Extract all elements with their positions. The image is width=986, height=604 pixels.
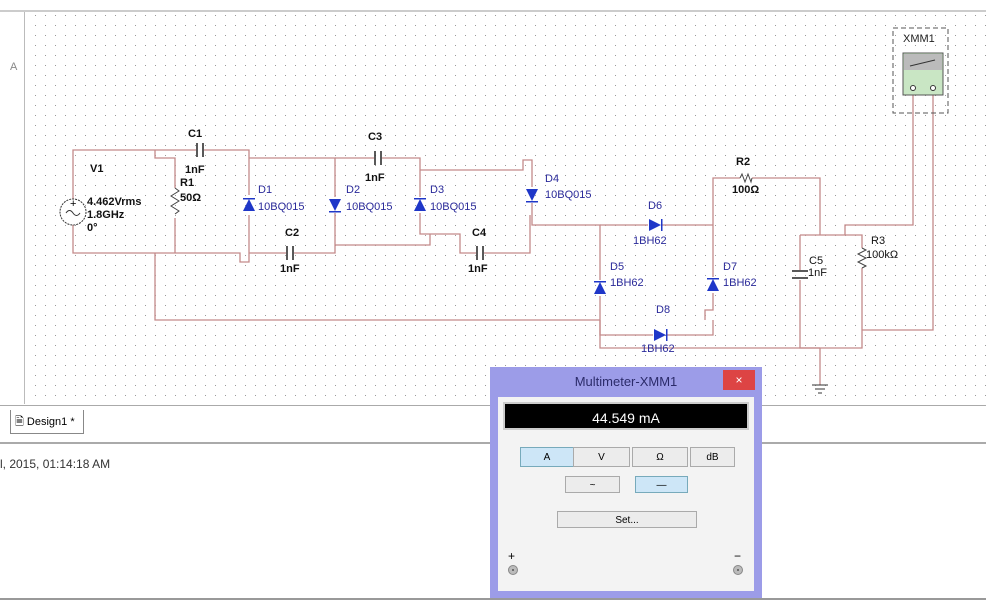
top-ruler	[0, 10, 986, 12]
plus-label: +	[508, 549, 516, 563]
r3-name: R3	[871, 235, 885, 247]
c2-value: 1nF	[280, 263, 300, 275]
d3-model: 10BQ015	[430, 201, 476, 213]
v1-frequency: 1.8GHz	[87, 209, 125, 221]
d2-name: D2	[346, 184, 360, 196]
grid	[26, 12, 986, 405]
c1-value: 1nF	[185, 164, 205, 176]
r1-name: R1	[180, 177, 194, 189]
positive-terminal[interactable]	[508, 565, 518, 575]
xmm1-label: XMM1	[903, 33, 935, 45]
diodes	[243, 189, 719, 341]
r1-value: 50Ω	[180, 192, 201, 204]
d8-name: D8	[656, 304, 670, 316]
d1-model: 10BQ015	[258, 201, 304, 213]
r2-name: R2	[736, 156, 750, 168]
c3-value: 1nF	[365, 172, 385, 184]
c4-value: 1nF	[468, 263, 488, 275]
d7-name: D7	[723, 261, 737, 273]
schematic-canvas[interactable]: A + V1 4.462Vrms 1.8GHz 0° C1 1nF R1 50Ω…	[0, 0, 986, 405]
multimeter-dialog: Multimeter-XMM1 × 44.549 mA A V Ω dB ~ —…	[490, 367, 762, 598]
left-ruler	[24, 12, 25, 404]
c5-name: C5	[809, 255, 823, 267]
c4-name: C4	[472, 227, 487, 239]
d4-name: D4	[545, 173, 559, 185]
dc-button[interactable]: —	[635, 476, 688, 493]
d4-model: 10BQ015	[545, 189, 591, 201]
d1-name: D1	[258, 184, 272, 196]
d8-model: 1BH62	[641, 343, 675, 355]
r2-value: 100Ω	[732, 184, 759, 196]
mode-ammeter-button[interactable]: A	[520, 447, 574, 467]
ruler-label: A	[10, 61, 18, 73]
d7-model: 1BH62	[723, 277, 757, 289]
close-button[interactable]: ×	[723, 370, 755, 390]
status-timestamp: l, 2015, 01:14:18 AM	[0, 457, 111, 471]
r3-value: 100kΩ	[866, 249, 898, 261]
d3-name: D3	[430, 184, 444, 196]
d6-model: 1BH62	[633, 235, 667, 247]
mode-db-button[interactable]: dB	[690, 447, 735, 467]
ac-button[interactable]: ~	[565, 476, 620, 493]
meter-display: 44.549 mA	[503, 402, 749, 430]
schematic[interactable]: A + V1 4.462Vrms 1.8GHz 0° C1 1nF R1 50Ω…	[0, 0, 986, 405]
d5-model: 1BH62	[610, 277, 644, 289]
svg-text:+: +	[70, 198, 76, 210]
ground-icon	[812, 384, 828, 394]
resistors	[170, 172, 868, 269]
negative-terminal[interactable]	[733, 565, 743, 575]
v1-voltage: 4.462Vrms	[87, 196, 141, 208]
c5-value: 1nF	[808, 267, 827, 279]
set-button[interactable]: Set...	[557, 511, 697, 528]
mode-ohmmeter-button[interactable]: Ω	[632, 447, 688, 467]
capacitors	[196, 143, 808, 279]
mode-voltmeter-button[interactable]: V	[573, 447, 630, 467]
ac-source-icon: +	[59, 198, 87, 226]
d2-model: 10BQ015	[346, 201, 392, 213]
c2-name: C2	[285, 227, 299, 239]
c1-name: C1	[188, 128, 202, 140]
c3-name: C3	[368, 131, 382, 143]
minus-label: −	[734, 549, 742, 563]
v1-name: V1	[90, 163, 103, 175]
divider	[0, 598, 986, 600]
wires	[72, 95, 934, 385]
d5-name: D5	[610, 261, 624, 273]
tab-design1[interactable]: 🗎 Design1 *	[10, 410, 84, 434]
document-icon: 🗎	[15, 416, 24, 428]
dialog-title: Multimeter-XMM1	[574, 374, 678, 389]
d6-name: D6	[648, 200, 662, 212]
multimeter-xmm1-symbol[interactable]: XMM1	[892, 27, 949, 114]
v1-phase: 0°	[87, 222, 98, 234]
